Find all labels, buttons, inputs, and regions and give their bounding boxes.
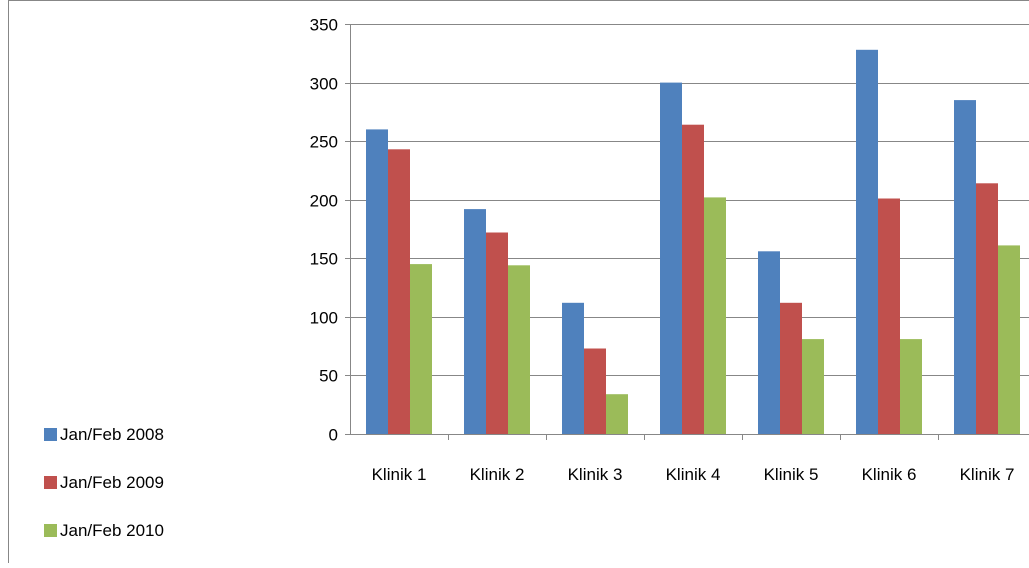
axes [345,24,1029,440]
x-tick-label-7: Klinik 7 [960,465,1015,484]
bar-3-series-1 [562,302,584,434]
x-tick-label-4: Klinik 4 [666,465,721,484]
bar-6-series-1 [856,49,878,435]
x-tick-label-2: Klinik 2 [470,465,525,484]
legend-swatch-2 [44,476,57,489]
bar-2-series-2 [486,232,508,434]
bar-7-series-3 [998,245,1020,434]
legend-label-3: Jan/Feb 2010 [60,521,164,540]
y-tick-label-150: 150 [310,250,338,269]
bar-5-series-1 [758,251,780,434]
tick-labels: 0 50 100 150 200 250 300 350 Klinik 1 Klinik 2 Kli… [310,16,1015,485]
bar-5-series-3 [802,339,824,434]
y-tick-label-200: 200 [310,192,338,211]
bar-5-series-2 [780,302,802,434]
bars [366,49,1020,435]
bar-1-series-3 [410,264,432,434]
bar-3-series-3 [606,394,628,434]
bar-2-series-1 [464,209,486,434]
bar-7-series-2 [976,183,998,434]
legend-swatch-1 [44,428,57,441]
x-tick-label-1: Klinik 1 [372,465,427,484]
legend-label-2: Jan/Feb 2009 [60,473,164,492]
bar-4-series-1 [660,82,682,434]
x-tick-label-6: Klinik 6 [862,465,917,484]
y-tick-label-100: 100 [310,309,338,328]
bar-6-series-3 [900,339,922,434]
legend: Jan/Feb 2008 Jan/Feb 2009 Jan/Feb 2010 [44,425,164,540]
bar-2-series-3 [508,265,530,434]
y-tick-label-350: 350 [310,16,338,35]
y-tick-label-300: 300 [310,75,338,94]
x-tick-label-3: Klinik 3 [568,465,623,484]
bar-4-series-3 [704,197,726,434]
bar-7-series-1 [954,100,976,434]
y-tick-label-50: 50 [319,367,338,386]
bar-1-series-1 [366,129,388,434]
y-tick-label-250: 250 [310,133,338,152]
legend-swatch-3 [44,524,57,537]
x-tick-label-5: Klinik 5 [764,465,819,484]
bar-6-series-2 [878,198,900,434]
legend-label-1: Jan/Feb 2008 [60,425,164,444]
y-tick-label-0: 0 [329,426,338,445]
bar-3-series-2 [584,348,606,434]
bar-1-series-2 [388,149,410,435]
bar-4-series-2 [682,124,704,434]
